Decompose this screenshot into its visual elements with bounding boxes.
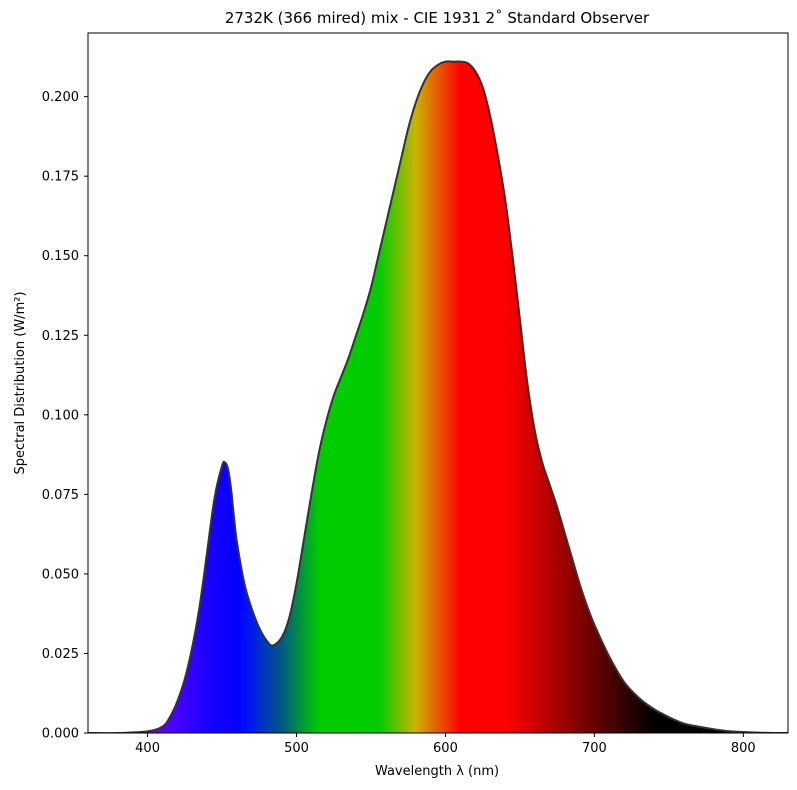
y-tick-label: 0.025	[42, 647, 79, 662]
y-tick-label: 0.000	[42, 727, 79, 742]
y-tick-label: 0.125	[42, 329, 79, 344]
y-axis: 0.000 0.025 0.050 0.075 0.100 0.125 0.150 0.175…	[42, 90, 88, 742]
spectrum-area	[88, 61, 788, 733]
y-tick-label: 0.200	[42, 90, 79, 105]
x-axis: 400 500 600 700 800	[135, 733, 756, 756]
x-tick-label: 400	[135, 741, 160, 756]
x-tick-label: 800	[731, 741, 756, 756]
x-tick-label: 600	[433, 741, 458, 756]
plot-frame	[87, 32, 789, 734]
y-tick-label: 0.050	[42, 567, 79, 582]
y-axis-label: Spectral Distribution (W/m²)	[13, 291, 28, 474]
x-axis-label: Wavelength λ (nm)	[375, 764, 499, 779]
series-line	[88, 60, 788, 733]
plot-area	[88, 60, 788, 733]
y-tick-label: 0.175	[42, 170, 79, 185]
x-tick-label: 700	[582, 741, 607, 756]
y-tick-label: 0.100	[42, 408, 79, 423]
y-tick-label: 0.150	[42, 249, 79, 264]
chart-title: 2732K (366 mired) mix - CIE 1931 2˚ Stan…	[225, 9, 650, 27]
y-tick-label: 0.075	[42, 488, 79, 503]
x-tick-label: 500	[284, 741, 309, 756]
